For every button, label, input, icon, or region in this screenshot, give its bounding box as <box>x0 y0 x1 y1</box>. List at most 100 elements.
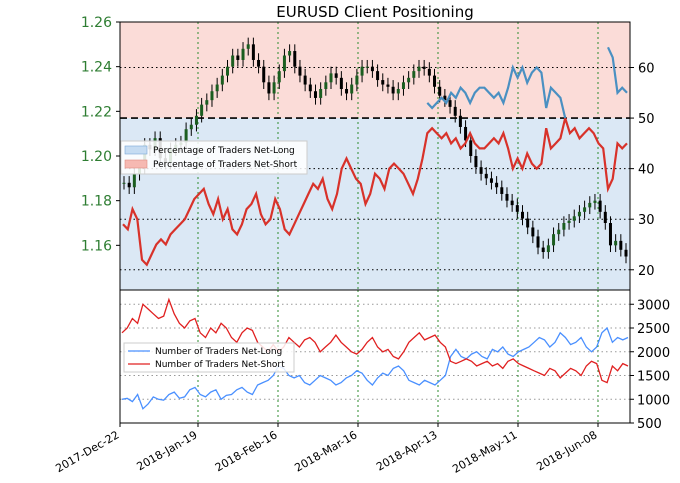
price-candle <box>308 84 312 92</box>
price-candle <box>200 104 204 116</box>
price-candle <box>345 89 349 94</box>
price-candle <box>562 223 566 230</box>
price-candle <box>614 240 618 246</box>
price-candle <box>474 156 478 168</box>
price-tick-label: 1.20 <box>81 149 112 165</box>
price-candle <box>262 66 266 83</box>
price-candle <box>360 66 364 76</box>
date-tick-label: 2018-Jan-19 <box>135 428 200 473</box>
net-short-legend-swatch <box>124 159 148 169</box>
price-candle <box>334 73 338 78</box>
price-positioning-panel: 1.26 1.24 1.22 1.20 1.18 1.16 60 50 40 30 20 Perc… <box>81 15 655 291</box>
price-candle <box>427 68 431 76</box>
price-candle <box>536 236 540 248</box>
price-candle <box>236 55 240 60</box>
count-tick-label: 500 <box>637 417 662 432</box>
count-short-legend-label: Number of Traders Net-Short <box>155 360 285 370</box>
price-candle <box>520 211 524 219</box>
price-candle <box>500 187 504 194</box>
price-candle <box>541 247 545 253</box>
price-candle <box>215 84 219 92</box>
top-legend: Percentage of Traders Net-Long Percentag… <box>120 140 308 175</box>
percent-tick-label: 50 <box>638 112 655 127</box>
count-axis: 3000 2500 2000 1500 1000 500 <box>630 298 670 432</box>
price-candle <box>194 115 198 125</box>
price-candle <box>391 86 395 94</box>
price-candle <box>515 205 519 212</box>
price-candle <box>552 234 556 246</box>
price-candle <box>251 44 255 60</box>
price-candle <box>226 66 230 76</box>
price-candle <box>272 82 276 94</box>
price-candle <box>567 220 571 223</box>
price-candle <box>407 77 411 83</box>
price-candle <box>603 211 607 223</box>
price-candle <box>246 44 250 49</box>
price-candle <box>205 100 209 105</box>
price-candle <box>495 182 499 188</box>
price-candle <box>546 245 550 253</box>
price-candle <box>370 66 374 72</box>
price-candle <box>288 51 292 56</box>
price-candle <box>189 124 193 130</box>
price-candle <box>313 91 317 98</box>
percent-tick-label: 20 <box>638 264 655 279</box>
net-short-percent-line <box>122 113 628 267</box>
price-candle <box>220 75 224 85</box>
percent-axis: 60 50 40 30 20 <box>630 62 655 279</box>
price-candle <box>127 182 131 188</box>
price-tick-label: 1.16 <box>81 238 112 254</box>
date-tick-label: 2018-May-11 <box>450 428 519 476</box>
price-candle <box>448 100 452 107</box>
price-candle <box>355 75 359 85</box>
price-candle <box>531 227 535 237</box>
date-axis: 2017-Dec-22 2018-Jan-19 2018-Feb-16 2018-Ma… <box>53 423 600 476</box>
price-candle <box>365 66 369 68</box>
price-candle <box>453 106 457 116</box>
price-candle <box>624 249 628 257</box>
price-candle <box>505 193 509 201</box>
price-candle <box>572 216 576 221</box>
price-candle <box>267 82 271 94</box>
price-candle <box>412 71 416 78</box>
price-candle <box>319 89 323 98</box>
price-tick-label: 1.22 <box>81 104 112 120</box>
price-candle <box>469 140 473 156</box>
net-short-legend-label: Percentage of Traders Net-Short <box>153 160 298 170</box>
price-candle <box>479 167 483 174</box>
price-candle <box>241 48 245 60</box>
net-long-legend-label: Percentage of Traders Net-Long <box>153 146 295 156</box>
price-candle <box>417 66 421 72</box>
bottom-panel-frame <box>119 289 631 424</box>
price-candle <box>277 71 281 83</box>
price-tick-label: 1.24 <box>81 60 112 76</box>
price-candle <box>231 55 235 67</box>
count-tick-label: 2500 <box>637 322 670 337</box>
percent-tick-label: 40 <box>638 163 655 178</box>
price-candle <box>132 173 136 188</box>
price-candle <box>329 73 333 83</box>
price-tick-label: 1.18 <box>81 194 112 210</box>
price-candle <box>282 55 286 72</box>
price-candle <box>396 89 400 94</box>
price-candle <box>583 207 587 212</box>
bottom-legend-box <box>123 342 295 373</box>
net-long-count-line <box>121 326 629 410</box>
date-tick-label: 2018-Jun-08 <box>534 428 599 473</box>
price-candle <box>593 200 597 203</box>
price-candle <box>510 200 514 206</box>
price-candle <box>401 82 405 89</box>
price-candle <box>184 129 188 143</box>
price-candle <box>298 66 302 76</box>
top-legend-box <box>120 140 308 175</box>
price-candle <box>588 202 592 208</box>
count-long-legend-label: Number of Traders Net-Long <box>155 347 282 357</box>
price-candle <box>324 82 328 89</box>
net-long-legend-swatch <box>124 145 148 155</box>
net-short-zone <box>120 22 630 119</box>
net-long-percent-line <box>426 46 628 119</box>
count-tick-label: 2000 <box>637 346 670 361</box>
price-candle <box>577 211 581 217</box>
percent-tick-label: 60 <box>638 62 655 77</box>
